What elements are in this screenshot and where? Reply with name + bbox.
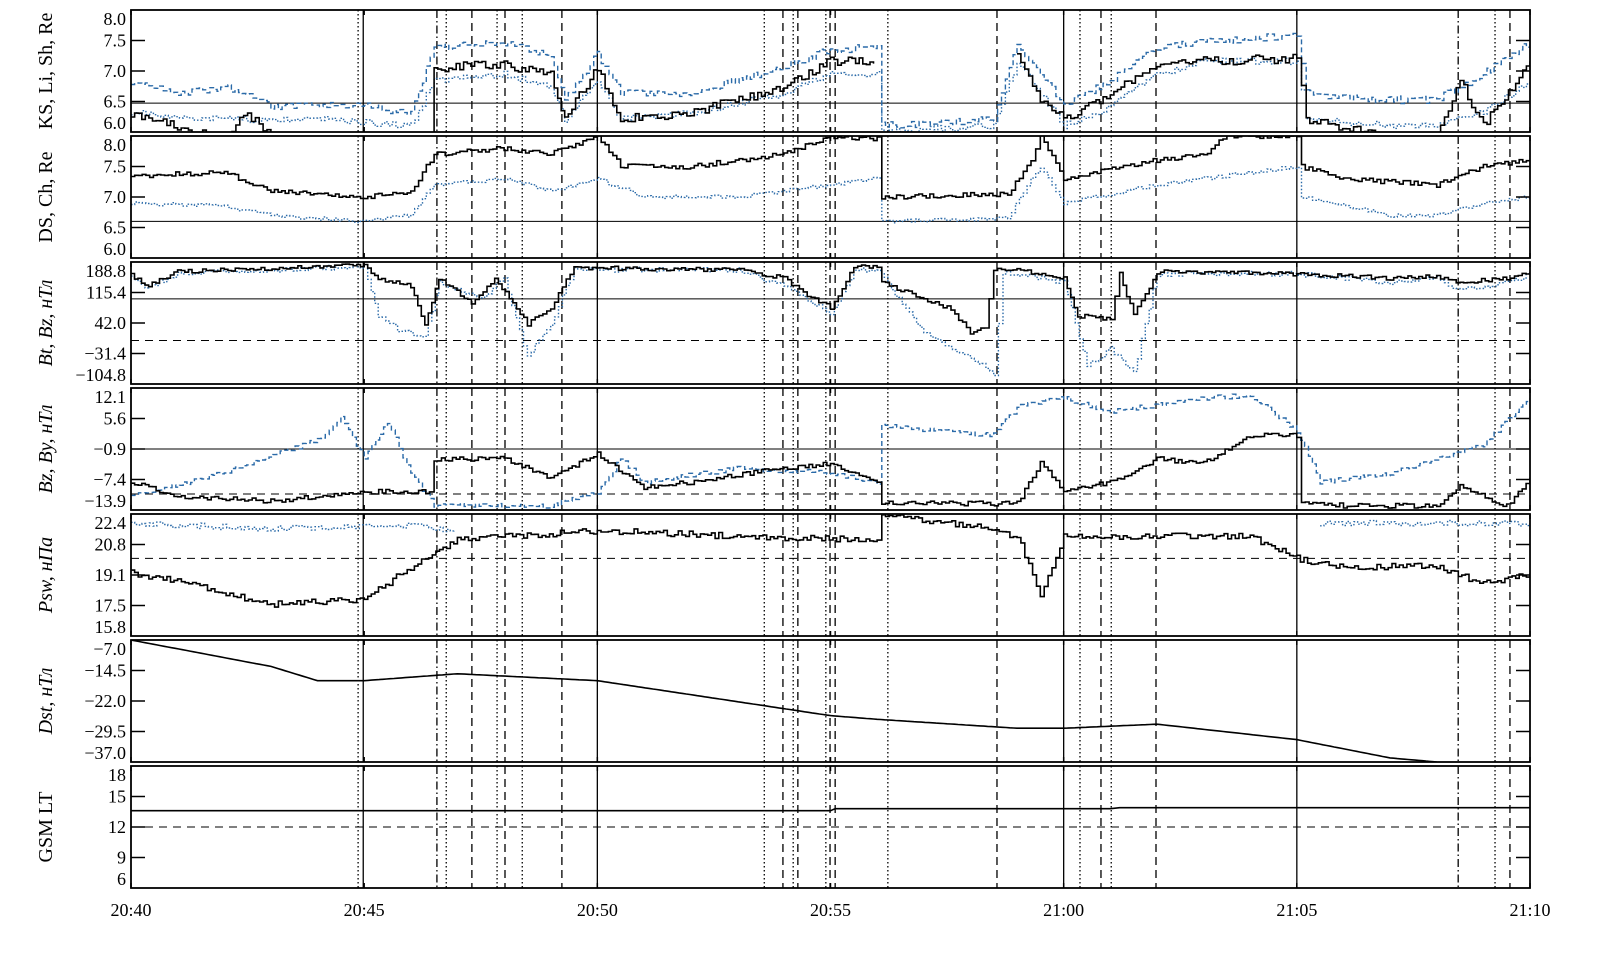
y-axis-label: Bz, By, нТл xyxy=(35,404,57,493)
series-bz-line xyxy=(131,264,1530,377)
y-tick-label: 115.4 xyxy=(86,283,126,303)
y-tick-label: 17.5 xyxy=(95,596,127,616)
y-tick-label: 6.5 xyxy=(104,218,127,238)
panel-bz-by: 12.15.6 −0.9 −7.4−13.9 Bz, By, нТл xyxy=(35,387,1531,511)
series-ks-line xyxy=(1017,53,1530,132)
y-tick-label: 20.8 xyxy=(95,535,127,555)
y-tick-label: 22.4 xyxy=(95,513,127,533)
y-tick-label: 6.5 xyxy=(104,92,127,112)
x-tick-label: 20:45 xyxy=(344,900,385,920)
y-tick-label: 15 xyxy=(108,787,126,807)
y-tick-label: −29.5 xyxy=(84,722,126,742)
x-tick-label: 21:05 xyxy=(1276,900,1317,920)
y-tick-label: 8.0 xyxy=(104,9,127,29)
x-tick-label: 21:00 xyxy=(1043,900,1084,920)
y-tick-label: 7.5 xyxy=(104,157,127,177)
y-tick-label: 42.0 xyxy=(95,313,127,333)
panel-ks-li-sh: 8.07.5 7.0 6.56.0 KS, Li, Sh, Re xyxy=(35,9,1531,133)
y-axis-label: KS, Li, Sh, Re xyxy=(35,13,57,130)
y-tick-label: −14.5 xyxy=(84,661,126,681)
y-tick-label: 6.0 xyxy=(104,239,127,259)
series-psw-line xyxy=(131,514,1530,608)
y-tick-label: 12 xyxy=(108,817,126,837)
y-tick-label: −7.0 xyxy=(93,639,126,659)
series-by-line xyxy=(131,393,1530,509)
y-tick-label: −31.4 xyxy=(84,344,126,364)
series-psw-model-line xyxy=(131,521,455,533)
panel-psw: 22.420.8 19.1 17.515.8 Psw, нПа xyxy=(35,513,1531,637)
y-tick-label: 7.0 xyxy=(104,187,127,207)
y-tick-label: −0.9 xyxy=(93,439,126,459)
series-li-line xyxy=(131,57,1530,132)
panel-dst: −7.0−14.5 −22.0 −29.5−37.0 Dst, нТл xyxy=(35,639,1531,763)
y-tick-label: 7.5 xyxy=(104,31,127,51)
y-tick-label: 9 xyxy=(117,848,126,868)
y-tick-label: 15.8 xyxy=(95,617,127,637)
y-tick-label: 19.1 xyxy=(95,565,127,585)
series-psw-model-line xyxy=(1320,519,1530,527)
y-tick-label: 6.0 xyxy=(104,113,127,133)
x-tick-label: 21:10 xyxy=(1509,900,1550,920)
y-axis-label: DS, Ch, Re xyxy=(35,151,57,242)
x-tick-label: 20:55 xyxy=(810,900,851,920)
y-axis-label: Bt, Bz, нТл xyxy=(35,279,57,366)
series-bz-line xyxy=(131,432,1530,509)
series-ks-line xyxy=(131,56,875,132)
y-tick-label: 6 xyxy=(117,869,126,889)
y-tick-label: 5.6 xyxy=(104,409,127,429)
y-tick-label: −104.8 xyxy=(75,365,126,385)
series-ds-line xyxy=(131,136,1530,200)
y-axis-label: Dst, нТл xyxy=(35,667,57,735)
y-axis-label: GSM LT xyxy=(35,792,57,863)
y-tick-label: 188.8 xyxy=(86,261,127,281)
y-tick-label: 7.0 xyxy=(104,61,127,81)
y-tick-label: −37.0 xyxy=(84,743,126,763)
series-dst-line xyxy=(131,640,1437,762)
y-tick-label: −13.9 xyxy=(84,491,126,511)
y-axis-label: Psw, нПа xyxy=(35,537,57,614)
series-lt-line xyxy=(131,806,1530,812)
y-tick-label: 18 xyxy=(108,765,126,785)
y-tick-label: 8.0 xyxy=(104,135,127,155)
x-tick-label: 20:40 xyxy=(110,900,151,920)
series-ch-line xyxy=(131,166,1530,224)
x-tick-label: 20:50 xyxy=(577,900,618,920)
y-tick-label: −7.4 xyxy=(93,470,126,490)
panel-ds-ch: 8.07.5 7.0 6.56.0 DS, Ch, Re xyxy=(35,135,1531,259)
y-tick-label: −22.0 xyxy=(84,691,126,711)
y-tick-label: 12.1 xyxy=(95,387,127,407)
